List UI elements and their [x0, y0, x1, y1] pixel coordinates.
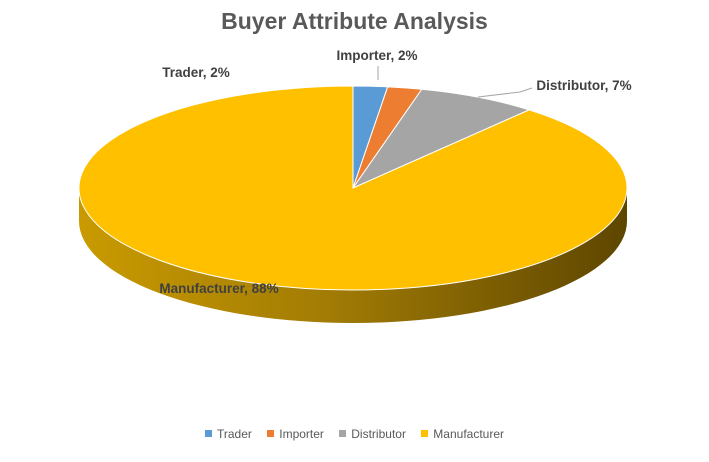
data-label-manufacturer: Manufacturer, 88%	[159, 281, 278, 296]
chart-title: Buyer Attribute Analysis	[221, 8, 488, 34]
legend-label-trader: Trader	[216, 427, 252, 441]
data-label-importer: Importer, 2%	[336, 48, 417, 63]
pie-leaders	[377, 66, 533, 98]
legend-item-trader: Trader	[204, 427, 252, 441]
legend-swatch-manufacturer	[421, 430, 429, 438]
pie-labels: Trader, 2% Importer, 2% Distributor, 7% Man…	[159, 48, 631, 296]
pie-side-manufacturer	[79, 188, 627, 323]
legend-swatch-distributor	[339, 430, 347, 438]
legend-swatch-trader	[204, 430, 212, 438]
legend-label-importer: Importer	[279, 427, 324, 441]
pie-sides	[79, 188, 627, 323]
pie-slice-manufacturer	[78, 85, 628, 291]
legend: Trader Importer Distributor Manufacturer	[0, 427, 709, 441]
legend-item-distributor: Distributor	[339, 427, 406, 441]
legend-label-manufacturer: Manufacturer	[433, 427, 504, 441]
pie-chart: Trader, 2% Importer, 2% Distributor, 7% Man…	[78, 48, 632, 323]
legend-item-manufacturer: Manufacturer	[421, 427, 504, 441]
data-label-trader: Trader, 2%	[162, 65, 230, 80]
data-label-distributor: Distributor, 7%	[536, 78, 631, 93]
leader-line-distributor	[477, 87, 533, 98]
legend-item-importer: Importer	[267, 427, 324, 441]
pie-top	[78, 85, 628, 291]
legend-swatch-importer	[267, 430, 275, 438]
legend-label-distributor: Distributor	[351, 427, 406, 441]
